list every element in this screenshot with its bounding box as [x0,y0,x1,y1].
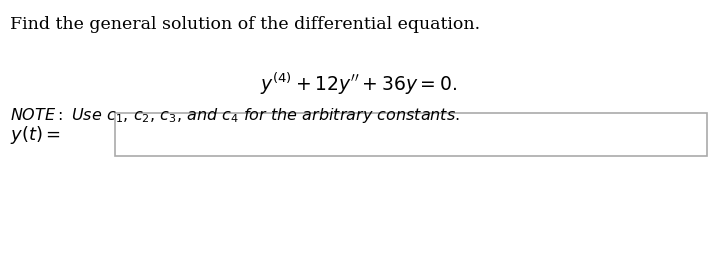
FancyBboxPatch shape [115,113,707,156]
Text: $\mathit{NOTE{:}\ Use\ c_1{,}\ c_2{,}\ c_3{,}\ and\ c_4\ for\ the\ arbitrary\ co: $\mathit{NOTE{:}\ Use\ c_1{,}\ c_2{,}\ c… [10,106,460,125]
Text: $y^{(4)} + 12y'' + 36y = 0.$: $y^{(4)} + 12y'' + 36y = 0.$ [261,71,457,97]
Text: Find the general solution of the differential equation.: Find the general solution of the differe… [10,16,480,33]
Text: $y(t) =$: $y(t) =$ [10,124,61,145]
